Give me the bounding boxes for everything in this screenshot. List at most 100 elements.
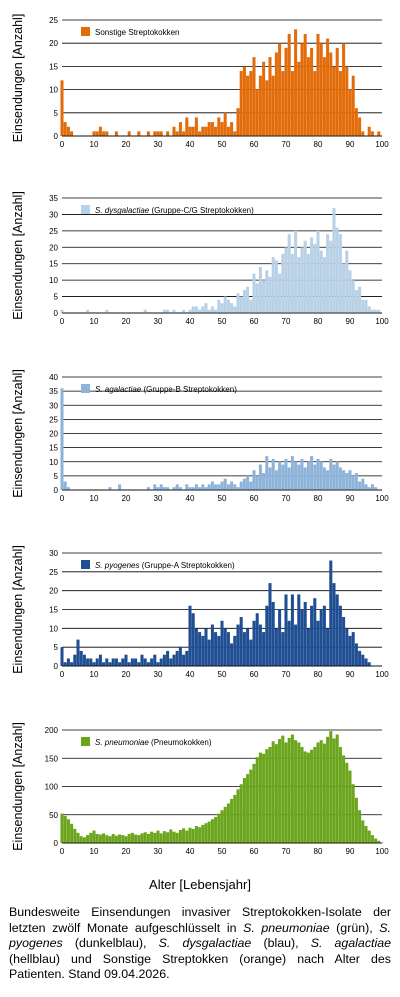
- y-tick-label: 5: [54, 643, 59, 652]
- bar: [201, 824, 205, 843]
- bar: [82, 654, 86, 666]
- bar: [338, 746, 342, 843]
- x-tick-label: 90: [346, 140, 355, 149]
- bar: [354, 797, 358, 843]
- bar: [118, 662, 122, 666]
- bar: [178, 647, 182, 666]
- bar: [278, 739, 282, 843]
- bar: [233, 484, 237, 490]
- bar: [313, 598, 317, 666]
- bar: [338, 605, 342, 666]
- x-tick-label: 10: [90, 670, 99, 679]
- bar: [329, 240, 333, 313]
- bar: [188, 827, 192, 843]
- bar: [249, 481, 253, 490]
- y-tick-label: 40: [49, 373, 58, 382]
- bar: [374, 309, 378, 313]
- bar: [367, 662, 371, 666]
- x-tick-label: 80: [314, 317, 323, 326]
- bar: [98, 834, 102, 843]
- bar: [172, 654, 176, 666]
- bar: [249, 71, 253, 136]
- x-tick-label: 50: [218, 670, 227, 679]
- y-axis-title: Einsendungen [Anzahl]: [11, 191, 25, 320]
- y-tick-label: 0: [54, 132, 59, 141]
- bar: [367, 830, 371, 843]
- x-tick-label: 30: [154, 317, 163, 326]
- y-tick-label: 10: [49, 458, 58, 467]
- bar: [230, 122, 234, 136]
- bar: [274, 470, 278, 490]
- bar: [111, 658, 115, 666]
- bar: [220, 303, 224, 313]
- bar: [105, 309, 109, 313]
- y-tick-label: 15: [49, 260, 58, 269]
- bar: [278, 43, 282, 137]
- bar: [268, 57, 272, 137]
- bar: [342, 263, 346, 313]
- bar: [252, 620, 256, 666]
- bar: [258, 624, 262, 666]
- bar: [313, 746, 317, 843]
- legend-swatch: [81, 560, 90, 569]
- bar: [82, 837, 86, 843]
- bar: [377, 309, 381, 313]
- bar: [210, 122, 214, 136]
- bar: [265, 80, 269, 136]
- bar: [268, 583, 272, 666]
- bar: [137, 835, 141, 843]
- bar: [258, 752, 262, 843]
- bar: [194, 306, 198, 313]
- bar: [236, 293, 240, 313]
- x-tick-label: 10: [90, 494, 99, 503]
- bar: [310, 605, 314, 666]
- bar: [274, 52, 278, 137]
- bar: [162, 831, 166, 843]
- bar: [306, 253, 310, 313]
- bar: [294, 461, 298, 490]
- bar: [310, 456, 314, 490]
- y-tick-label: 5: [54, 109, 59, 118]
- x-tick-label: 20: [122, 140, 131, 149]
- x-tick-label: 40: [186, 847, 195, 856]
- bar: [278, 609, 282, 666]
- bar: [332, 738, 336, 843]
- bar: [70, 131, 74, 136]
- bar: [233, 635, 237, 666]
- bar: [246, 475, 250, 490]
- bar: [278, 273, 282, 313]
- bar: [239, 71, 243, 136]
- bar: [284, 47, 288, 137]
- bar: [214, 309, 218, 313]
- y-tick-label: 30: [49, 401, 58, 410]
- bar: [300, 609, 304, 666]
- bar: [329, 458, 333, 490]
- bar: [338, 467, 342, 490]
- bar: [130, 832, 134, 843]
- x-tick-label: 60: [250, 494, 259, 503]
- bar: [230, 303, 234, 313]
- legend-label: S. agalactiae (Gruppe-B Streptokokken): [95, 385, 237, 394]
- bar: [361, 131, 365, 136]
- y-axis-title: Einsendungen [Anzahl]: [11, 722, 25, 851]
- bar: [79, 650, 83, 666]
- bar: [198, 827, 202, 843]
- bar: [278, 461, 282, 490]
- bar: [374, 487, 378, 490]
- y-tick-label: 20: [49, 587, 58, 596]
- bar: [166, 131, 170, 136]
- bar: [361, 820, 365, 843]
- bar: [162, 654, 166, 666]
- bar: [98, 126, 102, 136]
- bar: [316, 230, 320, 313]
- bar: [169, 658, 173, 666]
- bar: [370, 309, 374, 313]
- bar: [370, 835, 374, 843]
- bar: [332, 66, 336, 136]
- bar: [86, 309, 90, 313]
- bar: [175, 650, 179, 666]
- bar: [121, 835, 125, 843]
- bar: [194, 117, 198, 136]
- bar: [207, 484, 211, 490]
- bar: [207, 309, 211, 313]
